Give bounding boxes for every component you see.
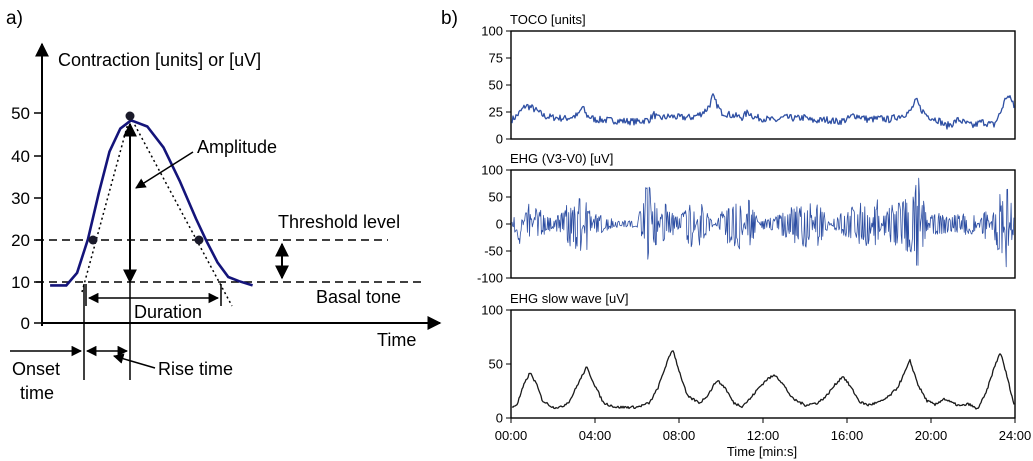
slow-wave-ytick-label: 50 (489, 357, 503, 372)
panel-b: b) TOCO [units] 0 25 50 75 100 EHG (V3-V0) [uV… (441, 8, 1031, 459)
rise-time-pointer (112, 353, 156, 369)
basal-tone-label: Basal tone (316, 287, 401, 307)
rise-time-label: Rise time (158, 359, 233, 379)
ehg-series-line (511, 177, 1015, 268)
panel-b-xlabel: Time [min:s] (727, 444, 797, 459)
onset-time-label: Onset (12, 359, 60, 379)
rise-dotted-line (81, 115, 131, 293)
ehg-title: EHG (V3-V0) [uV] (510, 151, 613, 166)
fall-dotted-line (129, 115, 233, 307)
ehg-ytick-label: 50 (489, 190, 503, 205)
panel-a-xlabel: Time (377, 330, 416, 350)
amplitude-label: Amplitude (197, 137, 277, 157)
ehg-ytick-label: -100 (477, 271, 503, 286)
panel-a-label: a) (6, 8, 23, 29)
duration-label: Duration (134, 302, 202, 322)
toco-frame (510, 30, 1016, 140)
ehg-ytick-label: -50 (484, 244, 503, 259)
slow-wave-ytick-label: 100 (481, 303, 503, 318)
panel-a-ylabel: Contraction [units] or [uV] (58, 50, 261, 70)
x-tick-label: 20:00 (915, 428, 948, 443)
panel-a-y-ticks: 0 10 20 30 40 50 (11, 104, 42, 333)
panel-b-plots: TOCO [units] 0 25 50 75 100 EHG (V3-V0) [uV] -1… (477, 12, 1016, 426)
ehg-ytick-label: 100 (481, 163, 503, 178)
toco-title: TOCO [units] (510, 12, 586, 27)
toco-series-line (511, 93, 1015, 130)
panel-a-ytick-label: 20 (11, 231, 30, 250)
panel-a-ytick-label: 10 (11, 273, 30, 292)
x-tick-label: 12:00 (747, 428, 780, 443)
toco-ytick-label: 50 (489, 78, 503, 93)
x-tick-label: 00:00 (495, 428, 528, 443)
panel-b-x-ticks: 00:00 04:00 08:00 12:00 16:00 20:00 24:00 (495, 418, 1032, 443)
slow-wave-ytick-label: 0 (496, 411, 503, 426)
peak-marker (125, 111, 135, 121)
panel-a-ytick-label: 40 (11, 147, 30, 166)
slow-wave-title: EHG slow wave [uV] (510, 291, 629, 306)
threshold-fall-marker (194, 235, 204, 245)
onset-time-label: time (20, 383, 54, 403)
panel-a-ytick-label: 50 (11, 104, 30, 123)
slow-wave-series-line (511, 350, 1015, 410)
x-tick-label: 04:00 (579, 428, 612, 443)
panel-b-label: b) (441, 8, 458, 29)
x-tick-label: 16:00 (831, 428, 864, 443)
contraction-curve (50, 118, 253, 287)
toco-ytick-label: 100 (481, 24, 503, 39)
amplitude-pointer (135, 151, 194, 189)
panel-a-ytick-label: 30 (11, 189, 30, 208)
threshold-level-label: Threshold level (278, 212, 400, 232)
x-tick-label: 24:00 (999, 428, 1032, 443)
panel-a-ytick-label: 0 (21, 314, 30, 333)
toco-ytick-label: 75 (489, 51, 503, 66)
x-tick-label: 08:00 (663, 428, 696, 443)
panel-a: a) Contraction [units] or [uV] Time 0 10… (6, 8, 442, 403)
toco-ytick-label: 0 (496, 132, 503, 147)
ehg-ytick-label: 0 (496, 217, 503, 232)
threshold-rise-marker (88, 235, 98, 245)
toco-ytick-label: 25 (489, 105, 503, 120)
